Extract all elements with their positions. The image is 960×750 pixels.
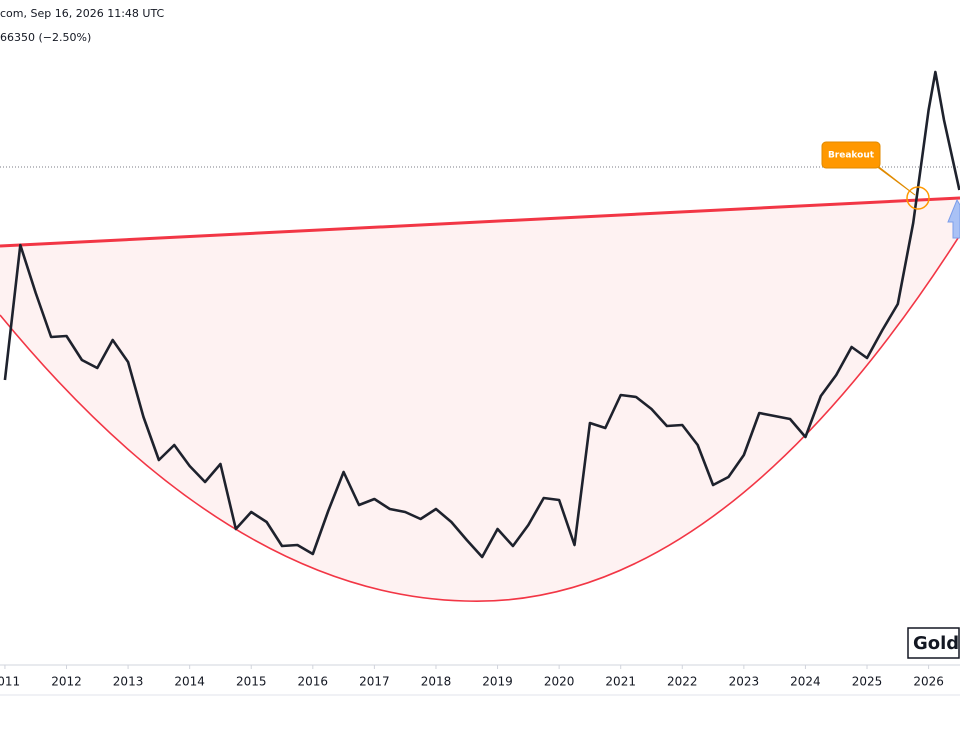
x-tick-label: 2019: [482, 675, 513, 689]
price-change: 66350 (−2.50%): [0, 31, 91, 44]
breakout-circle: [906, 186, 930, 210]
x-tick-label: 2013: [113, 675, 144, 689]
plot: 2011 2012 2013 2014 2015 2016 2017 2018 2019 2020…: [0, 70, 960, 689]
breakout-box: [821, 141, 881, 169]
cup-fill: [0, 198, 960, 602]
x-tick-label: 2014: [174, 675, 205, 689]
breakout-label: Breakout: [828, 151, 875, 161]
x-tick-label: 2026: [913, 675, 944, 689]
header-text: com, Sep 16, 2026 11:48 UTC: [0, 7, 165, 20]
x-tick-label: 2023: [729, 675, 760, 689]
x-tick-label: 2017: [359, 675, 390, 689]
x-tick-label: 2012: [51, 675, 82, 689]
x-tick-label: 2024: [790, 675, 821, 689]
price-line-series: [3, 70, 960, 559]
symbol-box: [907, 627, 960, 659]
x-tick-label: 2025: [852, 675, 883, 689]
support-arrow: [947, 198, 960, 239]
x-tick-label: 2011: [0, 675, 20, 689]
x-tick-label: 2020: [544, 675, 575, 689]
x-tick-label: 2016: [298, 675, 329, 689]
x-tick-label: 2022: [667, 675, 698, 689]
symbol-label: Gold: [913, 633, 959, 654]
resistance-line: [0, 196, 960, 248]
x-tick-label: 2018: [421, 675, 452, 689]
x-tick-label: 2015: [236, 675, 267, 689]
x-tick-label: 2021: [605, 675, 636, 689]
